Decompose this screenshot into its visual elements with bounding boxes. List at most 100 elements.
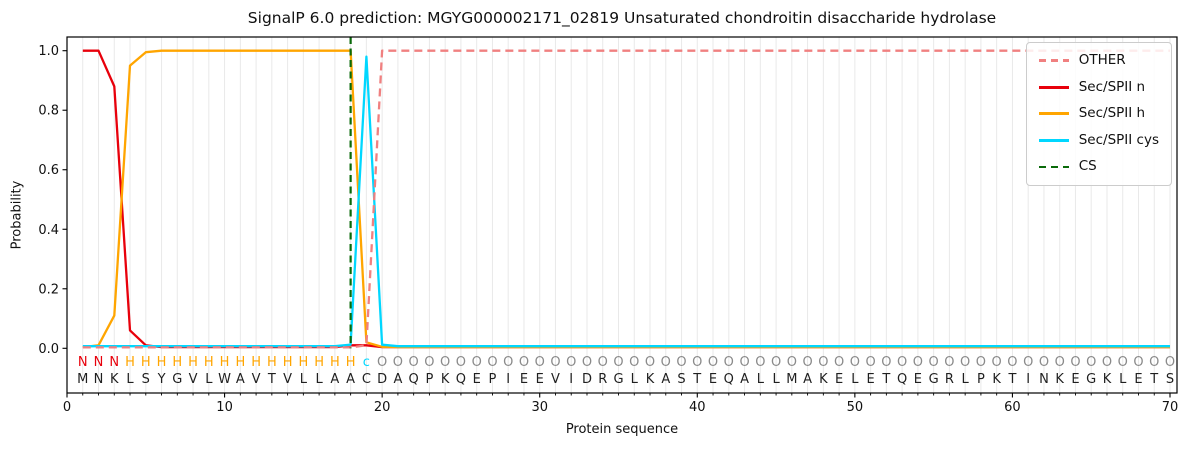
annotation-letter: H [283,355,293,370]
annotation-letter: O [613,355,623,370]
sequence-letter: D [377,372,387,387]
sequence-letter: L [757,372,765,387]
annotation-letter: O [598,355,608,370]
annotation-letter: O [708,355,718,370]
annotation-letter: O [739,355,749,370]
annotation-letter: H [251,355,261,370]
annotation-letter: O [393,355,403,370]
sequence-letter: I [569,372,573,387]
annotation-letter: O [645,355,655,370]
x-tick-label: 10 [216,400,233,415]
annotation-letter: O [676,355,686,370]
legend-label: OTHER [1078,52,1126,68]
sequence-letter: K [110,372,119,387]
annotation-letter: O [881,355,891,370]
y-tick-label: 0.4 [38,223,59,238]
annotation-letter: H [220,355,230,370]
sequence-letter: A [803,372,812,387]
sequence-letter: I [506,372,510,387]
y-tick-label: 0.2 [38,282,59,297]
sequence-letter: K [646,372,655,387]
annotation-letter: H [298,355,308,370]
annotation-letter: O [440,355,450,370]
sequence-letter: S [1166,372,1174,387]
sequence-letter: L [1119,372,1127,387]
annotation-letter: O [550,355,560,370]
annotation-letter: O [487,355,497,370]
annotation-letter: H [235,355,245,370]
annotation-letter: O [960,355,970,370]
sequence-letter: L [772,372,780,387]
sequence-letter: G [929,372,939,387]
annotation-letter: O [1165,355,1175,370]
annotation-letter: O [850,355,860,370]
y-axis: 0.0 0.2 0.4 0.6 0.8 1.0 [38,44,67,357]
sequence-letter: N [1039,372,1049,387]
x-tick-label: 70 [1162,400,1179,415]
sequence-letter: K [1103,372,1112,387]
annotation-letter: O [976,355,986,370]
x-tick-label: 40 [689,400,706,415]
annotation-letter: N [94,355,104,370]
annotation-letter: O [771,355,781,370]
sequence-letter: T [1149,372,1158,387]
sequence-letter: Q [456,372,466,387]
sequence-letter: C [362,372,371,387]
sequence-letter: S [677,372,685,387]
annotation-letter: O [409,355,419,370]
annotation-letter: H [267,355,277,370]
chart-title: SignalP 6.0 prediction: MGYG000002171_02… [247,9,997,27]
sequence-letter: E [473,372,481,387]
annotation-letter: O [1118,355,1128,370]
gridlines [82,37,1171,393]
sequence-letter: I [1026,372,1030,387]
annotation-letter: O [472,355,482,370]
y-tick-label: 0.6 [38,163,59,178]
sequence-letter: M [77,372,88,387]
sequence-letter: K [819,372,828,387]
sequence-letter: A [236,372,245,387]
annotation-letter: O [661,355,671,370]
annotation-letter: O [377,355,387,370]
legend-label: Sec/SPII cys [1078,131,1159,148]
legend-swatch [1038,85,1069,89]
sequence-letter: M [786,372,797,387]
sequence-letter: P [425,372,433,387]
annotation-letter: c [363,355,370,370]
annotation-letter: O [519,355,529,370]
annotation-letter: O [834,355,844,370]
series-line-sec-spii-h [82,49,1170,349]
sequence-letter: E [867,372,875,387]
sequence-letter: L [631,372,639,387]
y-tick-label: 1.0 [38,44,59,59]
x-tick-label: 60 [1004,400,1021,415]
annotation-letter: O [787,355,797,370]
annotation-letter: H [314,355,324,370]
sequence-letter: E [914,372,922,387]
sequence-letter: N [94,372,104,387]
sequence-letter: A [661,372,670,387]
sequence-letter: A [346,372,355,387]
annotation-letter: O [865,355,875,370]
annotation-letter: O [1070,355,1080,370]
legend-swatch [1038,165,1069,169]
annotation-letter: O [1086,355,1096,370]
sequence-letter: Q [897,372,907,387]
sequence-letter: A [393,372,402,387]
legend-label: CS [1078,158,1097,175]
sequence-letter: T [1007,372,1016,387]
legend-item-cs: CS [1038,158,1159,175]
annotation-letter: O [629,355,639,370]
annotation-letter: H [157,355,167,370]
y-axis-label: Probability [9,180,25,250]
annotation-letter: N [109,355,119,370]
sequence-letter: E [835,372,843,387]
x-tick-label: 0 [63,400,71,415]
annotation-letter: O [1023,355,1033,370]
legend-item-sec-spii-h: Sec/SPII h [1038,106,1159,122]
sequence-letter: V [283,372,292,387]
plot-border [66,36,1178,394]
annotation-letter: O [456,355,466,370]
y-tick-label: 0.8 [38,104,59,119]
